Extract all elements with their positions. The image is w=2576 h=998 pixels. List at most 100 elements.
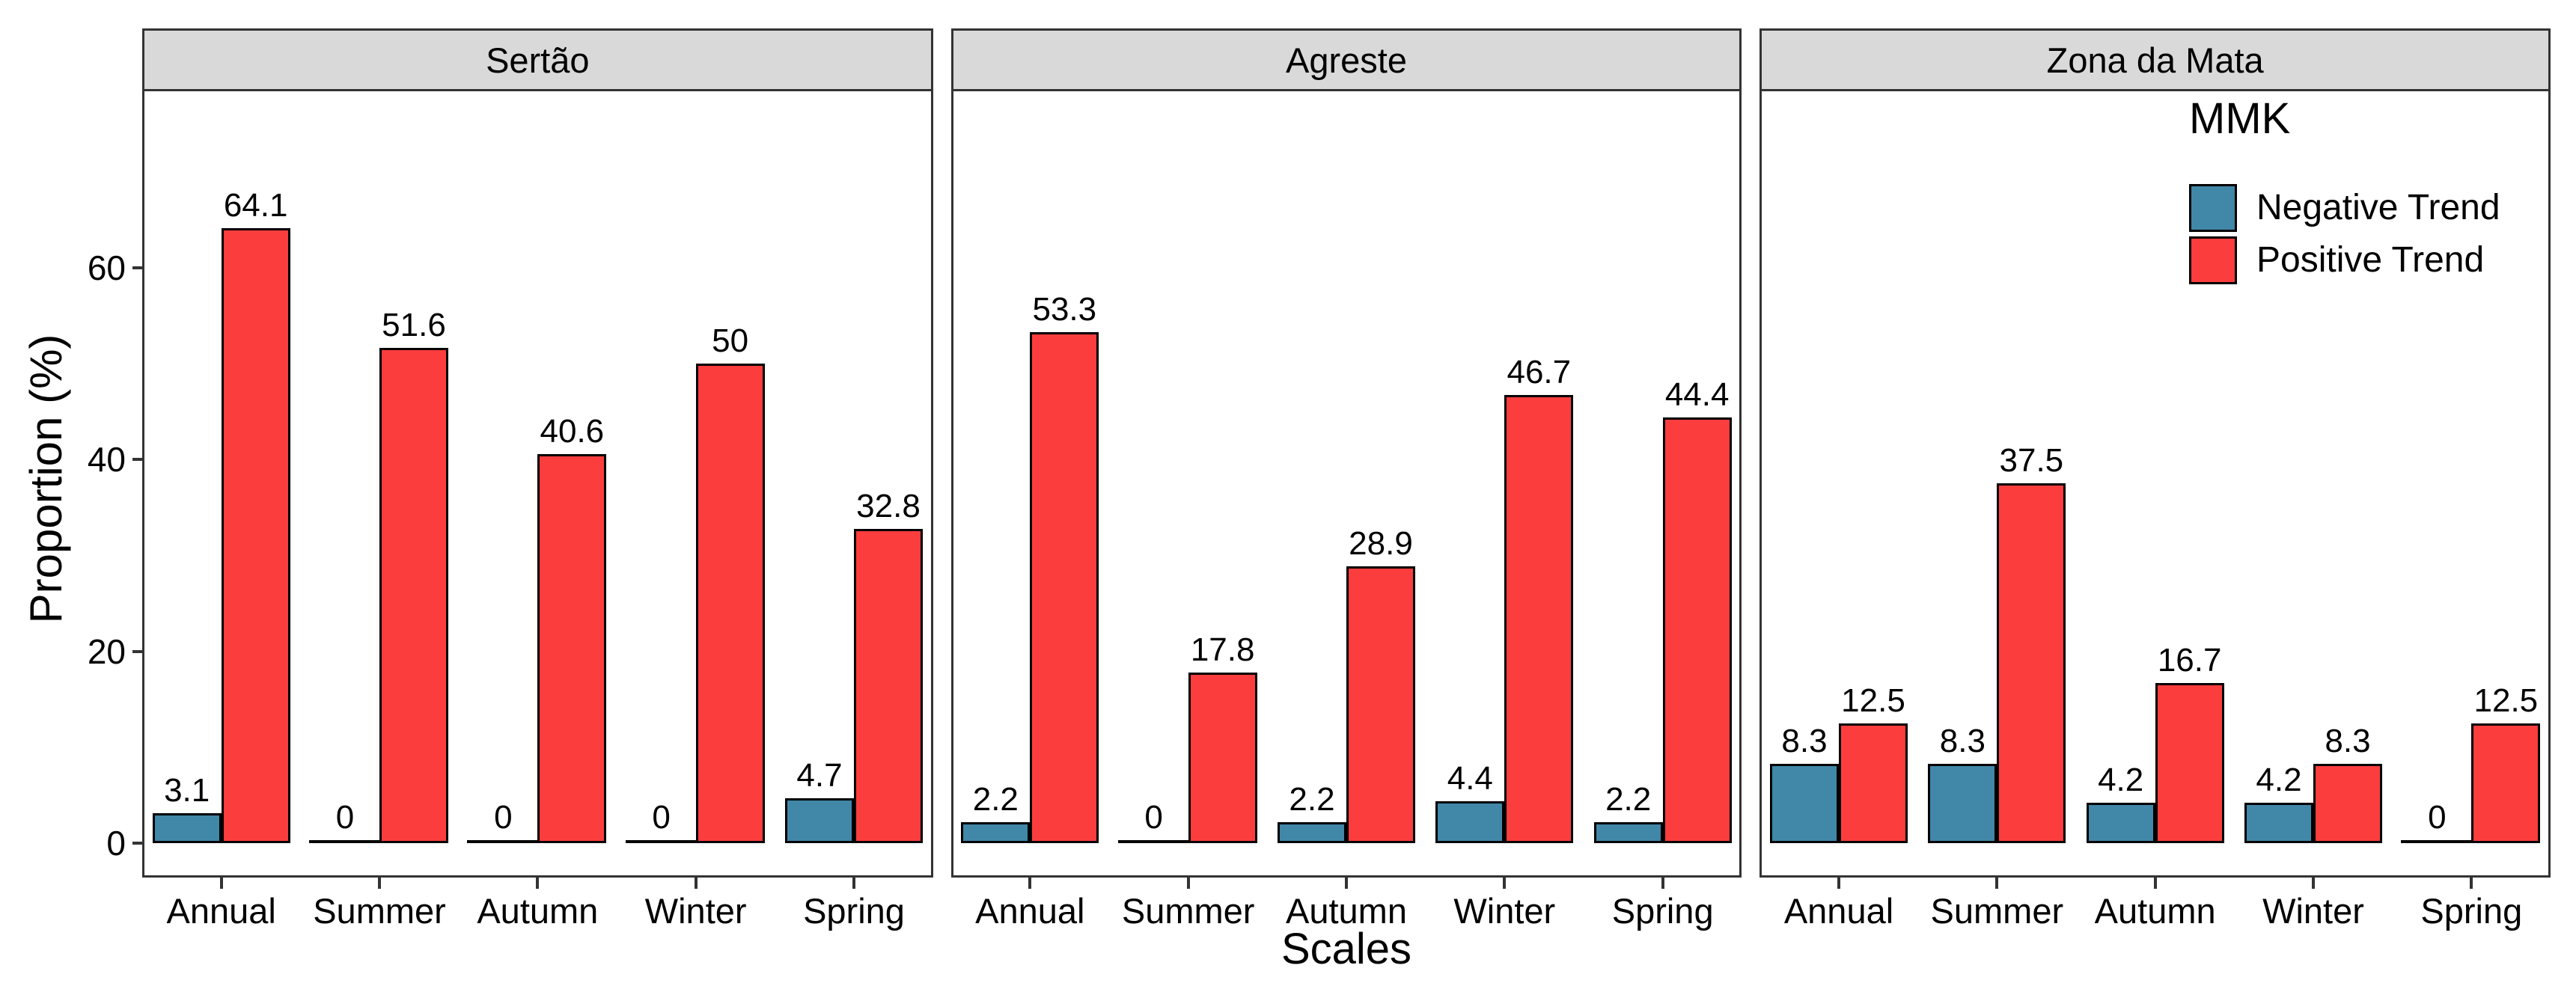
x-tick-label: Winter xyxy=(2262,891,2364,931)
legend: MMK Negative Trend Positive Trend xyxy=(2174,94,2563,284)
x-tick-mark xyxy=(2153,878,2157,889)
bar-negative-trend xyxy=(1928,763,1997,843)
x-tick-mark xyxy=(378,878,381,889)
legend-label: Positive Trend xyxy=(2256,240,2485,280)
bar-value-label: 4.4 xyxy=(1447,759,1493,797)
bar-value-label: 4.2 xyxy=(2098,762,2144,799)
bar-value-label: 51.6 xyxy=(382,307,446,344)
x-tick-mark xyxy=(2312,878,2315,889)
bar-positive-trend xyxy=(1030,331,1099,843)
bar-value-label: 3.1 xyxy=(164,772,210,809)
bar-value-label: 53.3 xyxy=(1032,290,1097,328)
bar-negative-trend xyxy=(1435,800,1505,843)
y-tick-mark xyxy=(132,458,142,462)
y-tick-label: 20 xyxy=(87,631,126,671)
x-tick-label: Autumn xyxy=(2094,891,2216,931)
plot-area: 3.1 64.1 0 51.6 0 40.6 0 50 4.7 32.8 xyxy=(144,91,931,875)
bar-negative-trend xyxy=(1593,821,1663,843)
x-tick-mark xyxy=(2470,878,2473,889)
bar-value-label: 0 xyxy=(494,799,513,836)
x-tick-label: Spring xyxy=(2420,891,2523,931)
x-tick-mark xyxy=(536,878,540,889)
bar-value-label: 40.6 xyxy=(540,412,605,450)
bar-negative-trend xyxy=(2244,803,2313,843)
bar-value-label: 0 xyxy=(652,799,671,836)
x-axis-title: Scales xyxy=(1281,925,1412,973)
bar-positive-trend xyxy=(1504,395,1574,843)
bar-value-label: 16.7 xyxy=(2157,641,2222,679)
y-tick-label: 0 xyxy=(106,824,126,863)
x-tick-label: Annual xyxy=(975,891,1085,931)
bar-positive-trend xyxy=(1188,672,1257,843)
bar-value-label: 0 xyxy=(335,799,355,836)
x-tick-label: Spring xyxy=(1611,891,1714,931)
x-tick-label: Winter xyxy=(1453,891,1556,931)
x-tick-mark xyxy=(1995,878,1999,889)
bar-value-label: 28.9 xyxy=(1349,524,1413,562)
x-tick-mark xyxy=(219,878,223,889)
bar-zero-line xyxy=(309,840,381,843)
facet-title: Agreste xyxy=(1285,40,1407,80)
bar-value-label: 17.8 xyxy=(1190,631,1255,668)
y-tick-mark xyxy=(132,842,142,845)
x-tick-mark xyxy=(1028,878,1032,889)
legend-key-negative-trend xyxy=(2189,184,2237,232)
x-tick-label: Summer xyxy=(1121,891,1255,931)
bar-positive-trend xyxy=(537,453,607,843)
bar-positive-trend xyxy=(854,528,923,843)
x-tick-mark xyxy=(694,878,698,889)
facet-panel: Sertão 3.1 64.1 0 51.6 0 40.6 0 50 4.7 32.8 xyxy=(142,28,933,878)
facet-panel: Agreste 2.2 53.3 0 17.8 2.2 28.9 4.4 46.7 2.2 44.4 xyxy=(950,28,1742,878)
bar-zero-line xyxy=(467,840,540,843)
bar-positive-trend xyxy=(1662,417,1732,843)
bar-value-label: 12.5 xyxy=(2473,682,2539,719)
legend-item: Positive Trend xyxy=(2189,236,2484,284)
x-tick-label: Winter xyxy=(644,891,747,931)
bar-value-label: 8.3 xyxy=(2325,722,2371,759)
x-tick-label: Autumn xyxy=(477,891,599,931)
y-tick-mark xyxy=(132,266,142,269)
bar-positive-trend xyxy=(379,348,448,843)
bar-value-label: 0 xyxy=(2428,799,2447,836)
facet-title: Zona da Mata xyxy=(2046,40,2264,80)
bar-zero-line xyxy=(1117,840,1190,843)
y-axis-title: Proportion (%) xyxy=(21,334,71,624)
x-tick-label: Autumn xyxy=(1286,891,1407,931)
x-tick-label: Annual xyxy=(1783,891,1894,931)
bar-positive-trend xyxy=(2155,682,2224,843)
bar-value-label: 32.8 xyxy=(856,487,921,524)
bar-positive-trend xyxy=(1997,483,2066,843)
bar-value-label: 2.2 xyxy=(1605,780,1652,818)
bar-positive-trend xyxy=(2471,723,2541,843)
facet-strip: Zona da Mata xyxy=(1762,31,2548,91)
bar-value-label: 37.5 xyxy=(1999,442,2064,480)
bar-zero-line xyxy=(625,840,698,843)
bar-negative-trend xyxy=(152,813,222,843)
bar-negative-trend xyxy=(2086,803,2155,843)
legend-title: MMK xyxy=(2189,94,2291,143)
x-tick-mark xyxy=(1503,878,1507,889)
bar-value-label: 2.2 xyxy=(1289,780,1335,818)
facet-strip: Sertão xyxy=(144,31,931,91)
x-tick-mark xyxy=(1186,878,1190,889)
bar-negative-trend xyxy=(1277,821,1346,843)
x-tick-label: Summer xyxy=(1930,891,2064,931)
bar-positive-trend xyxy=(1838,723,1908,843)
facet-strip: Agreste xyxy=(953,31,1740,91)
legend-key-positive-trend xyxy=(2189,236,2237,284)
facet-panel: Zona da Mata 8.3 12.5 8.3 37.5 4.2 16.7 4.2 8.3 0… xyxy=(1759,28,2551,878)
y-tick-label: 40 xyxy=(87,440,126,480)
x-tick-mark xyxy=(1837,878,1840,889)
x-tick-label: Spring xyxy=(803,891,905,931)
bar-positive-trend xyxy=(1346,566,1415,843)
bar-positive-trend xyxy=(2313,763,2382,843)
legend-item: Negative Trend xyxy=(2189,184,2500,232)
bar-value-label: 2.2 xyxy=(972,780,1019,818)
x-tick-mark xyxy=(1661,878,1664,889)
bar-value-label: 8.3 xyxy=(1939,722,1986,759)
bar-zero-line xyxy=(2401,840,2473,843)
bar-positive-trend xyxy=(695,364,765,843)
y-tick-mark xyxy=(132,649,142,653)
bar-value-label: 4.7 xyxy=(796,756,843,794)
